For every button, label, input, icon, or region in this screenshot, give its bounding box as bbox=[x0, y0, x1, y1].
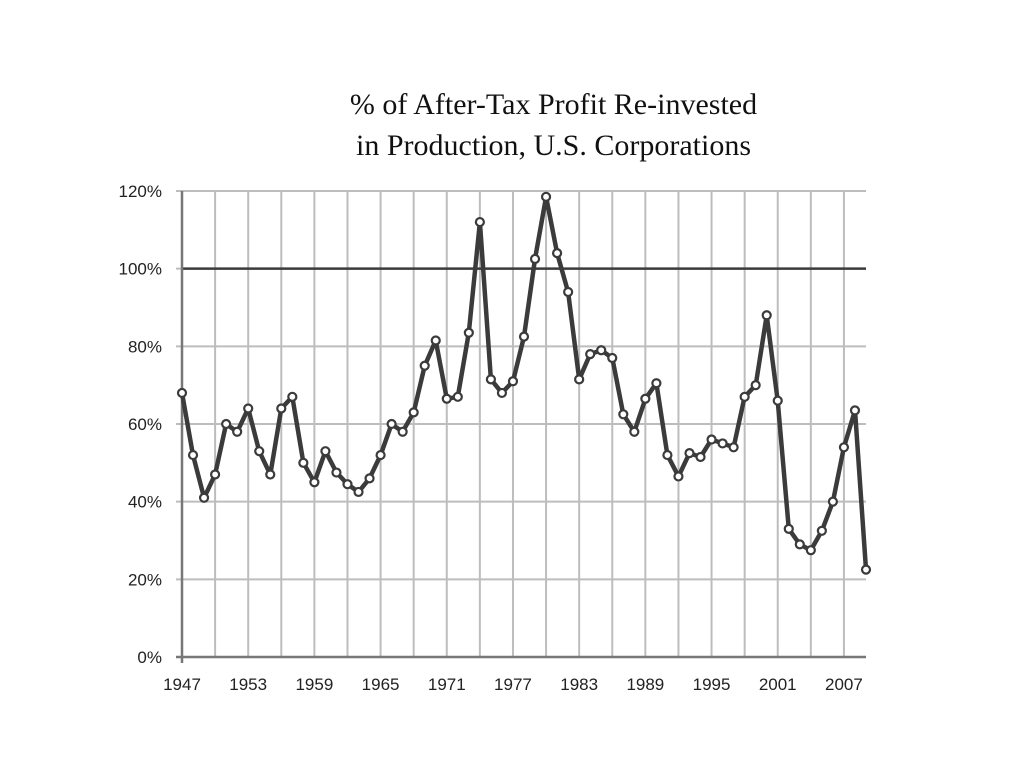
data-point bbox=[618, 409, 629, 420]
data-point bbox=[596, 345, 607, 356]
data-point bbox=[551, 248, 563, 259]
data-point bbox=[794, 539, 805, 550]
chart-title: % of After-Tax Profit Re-invested in Pro… bbox=[0, 84, 1024, 166]
y-tick-label: 20% bbox=[128, 570, 162, 589]
x-tick-label: 1983 bbox=[560, 675, 598, 694]
data-point bbox=[529, 253, 541, 265]
data-point bbox=[750, 380, 761, 391]
data-point bbox=[276, 403, 287, 414]
y-tick-label: 80% bbox=[128, 337, 162, 356]
data-point bbox=[772, 395, 783, 406]
data-point bbox=[540, 191, 552, 202]
data-point bbox=[198, 492, 210, 503]
data-point bbox=[375, 449, 386, 461]
series-line bbox=[179, 194, 869, 572]
x-tick-label: 1977 bbox=[494, 675, 532, 694]
y-tick-label: 60% bbox=[128, 415, 162, 434]
data-point bbox=[673, 471, 684, 482]
data-point bbox=[265, 469, 276, 480]
x-tick-label: 2001 bbox=[759, 675, 797, 694]
data-point bbox=[209, 469, 221, 480]
data-point bbox=[419, 360, 430, 371]
data-point bbox=[739, 391, 750, 402]
data-point bbox=[805, 545, 816, 556]
x-tick-label: 1989 bbox=[626, 675, 664, 694]
data-point bbox=[574, 374, 585, 385]
data-point bbox=[331, 467, 342, 478]
data-point bbox=[353, 486, 364, 498]
data-point bbox=[518, 331, 530, 342]
x-axis-tick-labels: 1947 1953 1959 1965 1971 1977 1983 1989 1995 2001… bbox=[163, 675, 863, 694]
data-point bbox=[485, 374, 497, 385]
data-point bbox=[563, 286, 574, 298]
data-point bbox=[364, 473, 375, 484]
data-point bbox=[342, 479, 353, 490]
data-point bbox=[386, 418, 397, 430]
data-point bbox=[507, 376, 519, 387]
y-tick-label: 0% bbox=[137, 648, 162, 667]
y-tick-label: 100% bbox=[119, 260, 162, 279]
data-point bbox=[662, 449, 673, 461]
data-point bbox=[816, 525, 827, 536]
x-tick-label: 1947 bbox=[163, 675, 201, 694]
data-point bbox=[728, 442, 739, 453]
data-point bbox=[717, 438, 728, 449]
data-point bbox=[496, 387, 508, 399]
data-point bbox=[254, 446, 265, 457]
data-point bbox=[783, 523, 794, 534]
axes bbox=[176, 191, 866, 663]
data-point bbox=[585, 349, 596, 360]
data-point bbox=[397, 426, 408, 437]
data-point bbox=[695, 451, 706, 463]
data-point bbox=[706, 434, 717, 445]
x-tick-label: 1953 bbox=[229, 675, 267, 694]
x-tick-label: 2007 bbox=[825, 675, 863, 694]
data-point bbox=[221, 418, 232, 430]
x-tick-label: 1995 bbox=[693, 675, 731, 694]
chart-title-line-2: in Production, U.S. Corporations bbox=[356, 129, 751, 162]
chart-title-line-1: % of After-Tax Profit Re-invested bbox=[349, 88, 758, 121]
markers-group bbox=[176, 191, 872, 575]
data-point bbox=[187, 449, 199, 461]
x-tick-label: 1965 bbox=[362, 675, 400, 694]
data-point bbox=[320, 446, 331, 457]
data-point bbox=[232, 426, 243, 437]
data-point bbox=[309, 477, 320, 488]
data-point bbox=[452, 391, 463, 402]
data-point bbox=[441, 393, 452, 404]
data-point bbox=[287, 391, 298, 402]
data-point bbox=[176, 387, 188, 399]
x-tick-label: 1971 bbox=[428, 675, 466, 694]
data-point bbox=[408, 407, 419, 418]
data-point bbox=[474, 216, 485, 228]
data-point bbox=[684, 448, 695, 459]
series-group bbox=[179, 194, 869, 572]
data-point bbox=[640, 393, 651, 404]
data-point bbox=[607, 352, 618, 364]
data-point bbox=[849, 405, 861, 416]
data-point bbox=[430, 335, 441, 346]
y-tick-label: 120% bbox=[119, 182, 162, 201]
data-point bbox=[298, 457, 309, 468]
data-point bbox=[860, 564, 872, 575]
x-tick-label: 1959 bbox=[295, 675, 333, 694]
data-point bbox=[243, 403, 254, 414]
data-point bbox=[463, 327, 474, 338]
y-axis-tick-labels: 0% 20% 40% 60% 80% 100% 120% bbox=[119, 182, 162, 667]
y-tick-label: 40% bbox=[128, 493, 162, 512]
data-point bbox=[827, 496, 839, 507]
data-point bbox=[761, 310, 772, 321]
data-point bbox=[629, 426, 640, 437]
data-point bbox=[651, 378, 662, 389]
data-point bbox=[838, 442, 850, 453]
